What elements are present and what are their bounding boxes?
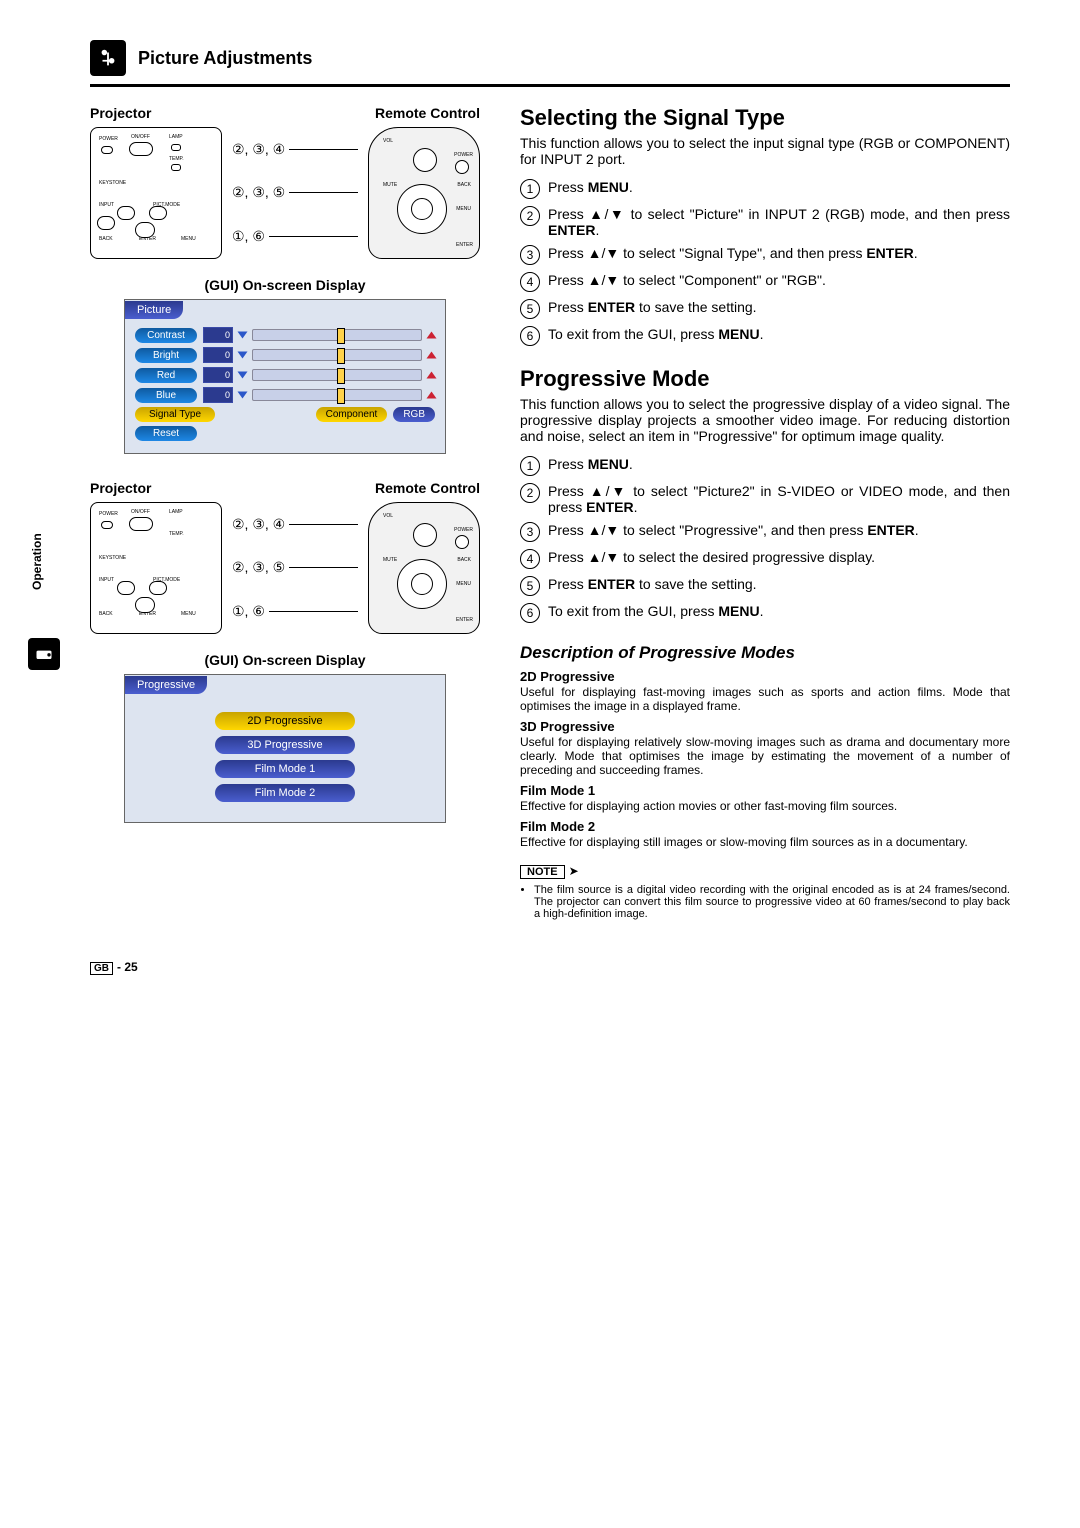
footer-gb: GB [90, 962, 113, 975]
sect2-steps: 1Press MENU. 2Press ▲/▼ to select "Pictur… [520, 456, 1010, 623]
step-item: 4Press ▲/▼ to select the desired progres… [520, 549, 1010, 569]
page-header: Picture Adjustments [90, 40, 1010, 76]
callout-2a: ②, ③, ④ [232, 516, 285, 533]
sect2-intro: This function allows you to select the p… [520, 396, 1010, 444]
remote-diagram-2: VOL POWER MUTE BACK MENU ENTER [368, 502, 480, 634]
remote-label: Remote Control [375, 105, 480, 121]
mode-text: Useful for displaying fast-moving images… [520, 685, 1010, 713]
mode-heading: Film Mode 2 [520, 819, 1010, 834]
device-diagram-2: POWER ON/OFF LAMP TEMP. KEYSTONE INPUT P… [90, 502, 480, 634]
gui-row-blue: Blue [135, 388, 197, 403]
projector-label: Projector [90, 105, 151, 121]
device-labels-2: Projector Remote Control [90, 480, 480, 496]
remote-diagram: VOL POWER MUTE BACK MENU ENTER [368, 127, 480, 259]
step-item: 2Press ▲/▼ to select "Picture" in INPUT … [520, 206, 1010, 238]
mode-text: Useful for displaying relatively slow-mo… [520, 735, 1010, 777]
gui-opt-2d: 2D Progressive [215, 712, 355, 730]
callout-2b: ②, ③, ⑤ [232, 559, 285, 576]
remote-label-2: Remote Control [375, 480, 480, 496]
step-item: 5Press ENTER to save the setting. [520, 576, 1010, 596]
device-labels-1: Projector Remote Control [90, 105, 480, 121]
adjust-icon [90, 40, 126, 76]
gui-opt-film1: Film Mode 1 [215, 760, 355, 778]
gui-osd-picture: Picture Contrast0 Bright0 Red0 Blue0 Sig… [124, 299, 446, 454]
callout-1b: ②, ③, ⑤ [232, 184, 285, 201]
gui-opt-3d: 3D Progressive [215, 736, 355, 754]
side-tab-operation: Operation [30, 533, 44, 590]
step-item: 3Press ▲/▼ to select "Signal Type", and … [520, 245, 1010, 265]
note-text: The film source is a digital video recor… [534, 884, 1010, 920]
mode-text: Effective for displaying still images or… [520, 835, 1010, 849]
projector-diagram: POWER ON/OFF LAMP TEMP. KEYSTONE INPUT P… [90, 127, 222, 259]
mode-text: Effective for displaying action movies o… [520, 799, 1010, 813]
page-footer: GB - 25 [90, 960, 1010, 974]
sect2-title: Progressive Mode [520, 366, 1010, 392]
step-item: 6To exit from the GUI, press MENU. [520, 326, 1010, 346]
gui-label-1: (GUI) On-screen Display [90, 277, 480, 293]
note-list: The film source is a digital video recor… [520, 884, 1010, 920]
gui-tab-progressive: Progressive [125, 676, 207, 694]
gui-row-reset: Reset [135, 426, 197, 441]
gui-osd-progressive: Progressive 2D Progressive 3D Progressiv… [124, 674, 446, 823]
step-item: 1Press MENU. [520, 456, 1010, 476]
step-item: 4Press ▲/▼ to select "Component" or "RGB… [520, 272, 1010, 292]
callout-2c: ①, ⑥ [232, 603, 265, 620]
sect1-intro: This function allows you to select the i… [520, 135, 1010, 167]
callout-1a: ②, ③, ④ [232, 141, 285, 158]
device-diagram-1: POWER ON/OFF LAMP TEMP. KEYSTONE INPUT P… [90, 127, 480, 259]
mode-heading: Film Mode 1 [520, 783, 1010, 798]
step-item: 2Press ▲/▼ to select "Picture2" in S-VID… [520, 483, 1010, 515]
header-rule [90, 84, 1010, 87]
note-label: NOTE [520, 865, 565, 879]
gui-tab-picture: Picture [125, 301, 183, 319]
callout-1c: ①, ⑥ [232, 228, 265, 245]
mode-heading: 3D Progressive [520, 719, 1010, 734]
gui-row-red: Red [135, 368, 197, 383]
page-title: Picture Adjustments [138, 48, 312, 69]
step-item: 1Press MENU. [520, 179, 1010, 199]
progressive-modes-list: 2D ProgressiveUseful for displaying fast… [520, 669, 1010, 849]
gui-row-contrast: Contrast [135, 328, 197, 343]
gui-row-signal: Signal Type [135, 407, 215, 422]
footer-page-num: - 25 [117, 960, 138, 974]
step-item: 6To exit from the GUI, press MENU. [520, 603, 1010, 623]
mode-heading: 2D Progressive [520, 669, 1010, 684]
step-item: 3Press ▲/▼ to select "Progressive", and … [520, 522, 1010, 542]
sect1-title: Selecting the Signal Type [520, 105, 1010, 131]
sect2-sub-title: Description of Progressive Modes [520, 643, 1010, 663]
side-icon [28, 638, 60, 670]
gui-label-2: (GUI) On-screen Display [90, 652, 480, 668]
gui-opt-film2: Film Mode 2 [215, 784, 355, 802]
note-arrow-icon: ➤ [569, 864, 579, 878]
projector-diagram-2: POWER ON/OFF LAMP TEMP. KEYSTONE INPUT P… [90, 502, 222, 634]
projector-label-2: Projector [90, 480, 151, 496]
step-item: 5Press ENTER to save the setting. [520, 299, 1010, 319]
sect1-steps: 1Press MENU. 2Press ▲/▼ to select "Pictur… [520, 179, 1010, 346]
gui-row-bright: Bright [135, 348, 197, 363]
